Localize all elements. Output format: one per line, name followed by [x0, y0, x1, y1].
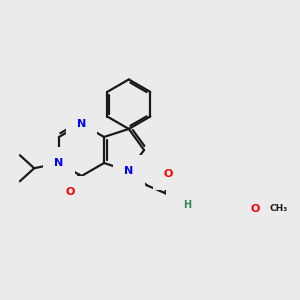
- Text: O: O: [250, 204, 260, 214]
- Text: N: N: [54, 158, 64, 168]
- Text: N: N: [77, 119, 86, 129]
- Text: H: H: [183, 200, 191, 210]
- Text: O: O: [164, 169, 173, 179]
- Text: N: N: [124, 166, 134, 176]
- Text: O: O: [65, 187, 74, 197]
- Text: CH₃: CH₃: [269, 204, 287, 213]
- Text: N: N: [177, 196, 186, 206]
